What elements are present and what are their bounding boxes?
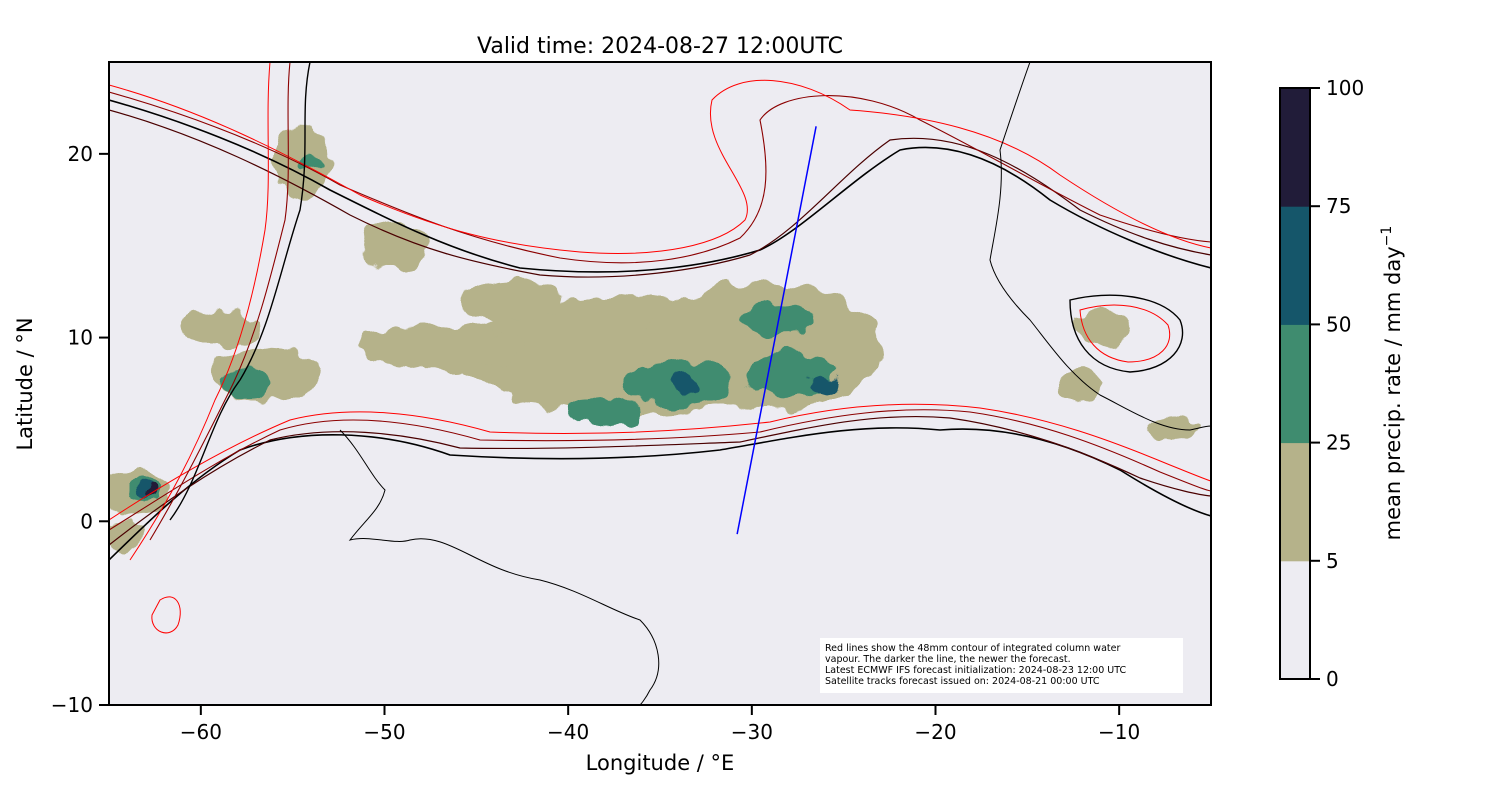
colorbar-tick-label: 25 [1326,431,1351,455]
precip-region [360,221,427,270]
annotation-line: vapour. The darker the line, the newer t… [825,654,1071,665]
colorbar-label-superscript: −1 [1379,226,1395,247]
chart-title: Valid time: 2024-08-27 12:00UTC [477,34,843,59]
colorbar [1280,88,1310,680]
colorbar-tick-label: 75 [1326,194,1351,218]
annotation-line: Satellite tracks forecast issued on: 202… [825,676,1100,687]
annotation-box: Red lines show the 48mm contour of integ… [820,638,1183,693]
precip-region [1060,365,1105,402]
colorbar-band [1280,442,1310,562]
y-axis-ticks: 20 10 0 −10 [51,142,109,717]
coastline-south-america [339,429,660,705]
colorbar-band [1280,206,1310,325]
precip-region [806,376,844,391]
colorbar-tick-label: 0 [1326,667,1339,691]
x-tick-label: −10 [1098,720,1140,744]
x-tick-label: −30 [731,720,773,744]
colorbar-frame [1279,87,1311,680]
x-axis-ticks: −60 −50 −40 −30 −20 −10 [180,705,1140,744]
coastline-west-africa [989,149,1211,431]
iwv-contour-north [109,109,1211,278]
coastlines [339,62,1211,705]
iwv-contour-africa [1069,294,1184,373]
colorbar-tick-label: 50 [1326,312,1351,336]
precip-region [182,310,256,347]
precip-region [149,484,161,492]
plot-frame [108,61,1212,706]
colorbar-label-text: mean precip. rate / mm day [1381,246,1405,540]
colorbar-band [1280,88,1310,207]
y-tick-label: −10 [51,693,93,717]
precip-region [136,482,155,494]
precip-region [109,521,150,551]
annotation-line: Latest ECMWF IFS forecast initialization… [825,665,1126,676]
water-vapour-contours [109,62,1211,634]
y-tick-label: 20 [68,142,93,166]
colorbar-tick-label: 5 [1326,549,1339,573]
iwv-contour-north [109,99,1211,273]
iwv-contour-sw [151,596,181,634]
annotation-background [820,638,1183,693]
x-axis-label: Longitude / °E [586,751,735,775]
x-tick-label: −60 [180,720,222,744]
colorbar-label: mean precip. rate / mm day−1 [1379,226,1405,541]
iwv-contour-south [109,403,1211,521]
precip-region [356,324,523,369]
iwv-contour-south [109,409,1211,531]
iwv-contour-north [109,79,1211,254]
precip-region [300,153,323,173]
iwv-contour-south [109,415,1211,546]
colorbar-ticks: 0 5 25 50 75 100 [1310,76,1364,691]
iwv-contour-west [149,62,291,541]
y-tick-label: 10 [68,326,93,350]
colorbar-band [1280,324,1310,444]
satellite-track [736,126,817,535]
precip-region [457,278,569,323]
y-axis-label: Latitude / °N [13,317,37,450]
iwv-contour-west [129,62,271,561]
x-tick-label: −20 [914,720,956,744]
precip-region [1073,310,1129,347]
x-tick-label: −50 [363,720,405,744]
iwv-contour-west [169,62,311,521]
precip-region [671,374,705,393]
x-tick-label: −40 [547,720,589,744]
colorbar-tick-label: 100 [1326,76,1364,100]
iwv-contour-africa [1079,304,1171,363]
colorbar-band [1280,560,1310,680]
precip-region [568,396,642,426]
iwv-contour-north [109,91,1211,264]
annotation-line: Red lines show the 48mm contour of integ… [825,643,1120,654]
coastline-north-africa [999,62,1031,151]
y-tick-label: 0 [80,509,93,533]
